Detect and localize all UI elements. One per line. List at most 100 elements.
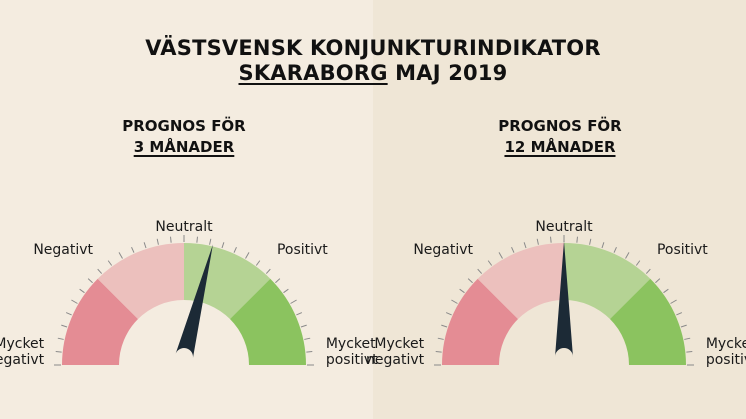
- gauge-12m-tick-1: [435, 351, 442, 353]
- gauge-3m-label-1: Negativt: [33, 242, 93, 258]
- gauge-12m-subtitle-line1: PROGNOS FÖR: [498, 117, 622, 135]
- gauge-12m-tick-17: [589, 238, 592, 245]
- gauge-12m-tick-23: [655, 278, 661, 284]
- gauge-12m-subtitle: PROGNOS FÖR 12 MÅNADER: [430, 116, 690, 158]
- gauge-3m-tick-10: [118, 252, 123, 259]
- gauge-3m-label-3: Mycket positivt: [326, 336, 378, 368]
- gauge-12m-label-0: Mycket negativt: [366, 336, 425, 368]
- gauge-3m-center-label: Neutralt: [155, 219, 213, 235]
- gauge-3m-subtitle-line1: PROGNOS FÖR: [122, 117, 246, 135]
- gauge-12m-tick-16: [576, 236, 578, 243]
- gauge-3m-tick-26: [296, 312, 303, 316]
- gauge-3m-tick-17: [209, 238, 212, 245]
- gauge-3m-subtitle-line2: 3 MÅNADER: [133, 138, 235, 156]
- gauge-3m-tick-25: [290, 299, 297, 304]
- gauge-12m-tick-5: [451, 299, 458, 304]
- gauge-3m-tick-24: [283, 288, 289, 294]
- page-title: VÄSTSVENSK KONJUNKTURINDIKATOR: [145, 36, 601, 60]
- gauge-12m-label-3-line1: Mycket: [706, 336, 746, 352]
- gauge-3m-tick-22: [265, 268, 271, 274]
- gauge-12m-tick-3: [441, 324, 448, 328]
- gauge-12m-tick-29: [686, 351, 693, 353]
- gauge-3m-tick-7: [87, 278, 93, 284]
- gauge-12m-segment-2: [564, 243, 651, 320]
- gauge-3m-tick-16: [196, 236, 198, 243]
- report-period: MAJ 2019: [387, 61, 508, 85]
- gauge-3m-subtitle: PROGNOS FÖR 3 MÅNADER: [54, 116, 314, 158]
- gauge-12m-tick-18: [601, 242, 605, 249]
- gauge-3m-tick-3: [61, 324, 68, 328]
- gauge-12m-label-2-line1: Positivt: [657, 242, 708, 258]
- gauge-3m-tick-9: [107, 260, 113, 266]
- gauge-12m-tick-27: [680, 324, 687, 328]
- gauge-3m-label-2-line1: Positivt: [277, 242, 328, 258]
- gauge-12m-tick-10: [498, 252, 503, 259]
- gauge-12m-tick-22: [645, 268, 651, 274]
- gauge-12m-tick-14: [550, 236, 552, 243]
- gauge-12m-segment-1: [477, 242, 564, 320]
- gauge-12m-tick-13: [536, 238, 539, 245]
- left-panel: [0, 0, 373, 419]
- gauge-3m-tick-1: [55, 351, 62, 353]
- gauge-12m-tick-9: [487, 260, 493, 266]
- gauge-3m-tick-14: [170, 236, 172, 243]
- gauge-3m-tick-6: [79, 288, 85, 294]
- gauge-12m-tick-20: [625, 252, 630, 259]
- gauge-12m-label-1: Negativt: [413, 242, 473, 258]
- gauge-3m-tick-2: [57, 337, 64, 340]
- gauge-3m-label-1-line1: Negativt: [33, 242, 93, 258]
- gauge-3m-label-3-line1: Mycket: [326, 336, 376, 352]
- gauge-12m-label-2: Positivt: [657, 242, 708, 258]
- gauge-3m-tick-27: [300, 324, 307, 328]
- gauge-12m-tick-7: [467, 278, 473, 284]
- gauge-12m-tick-12: [523, 242, 527, 249]
- gauge-3m-tick-20: [245, 252, 250, 259]
- gauge-3m-needle: [175, 244, 213, 360]
- gauge-12m-tick-8: [477, 268, 483, 274]
- gauge-12m-tick-11: [511, 246, 515, 253]
- region-name: SKARABORG: [238, 61, 388, 85]
- gauge-3m-tick-18: [221, 242, 225, 249]
- gauge-3m-segment-1: [97, 242, 184, 320]
- gauge-3m-tick-4: [65, 312, 72, 316]
- gauge-12m-tick-4: [445, 312, 452, 316]
- page-subtitle: SKARABORG MAJ 2019: [0, 60, 746, 86]
- gauge-12m-tick-28: [684, 337, 691, 340]
- gauge-12m-tick-25: [670, 299, 677, 304]
- gauge-12m-tick-19: [613, 246, 617, 253]
- gauge-12m-label-3-line2: positivt: [706, 352, 746, 368]
- gauge-3m-label-0-line1: Mycket: [0, 336, 45, 352]
- gauge-12m-tick-2: [437, 337, 444, 340]
- gauge-3m-tick-12: [143, 242, 147, 249]
- gauge-3m-tick-23: [275, 278, 281, 284]
- gauge-12m-tick-24: [663, 288, 669, 294]
- gauge-3m-label-2: Positivt: [277, 242, 328, 258]
- gauge-3m-tick-5: [71, 299, 78, 304]
- gauge-12m-tick-26: [676, 312, 683, 316]
- gauge-3m-label-0-line2: negativt: [0, 352, 45, 368]
- gauge-12m-segment-0: [442, 278, 519, 365]
- gauge-12m-needle: [555, 241, 573, 357]
- gauge-3m-tick-11: [131, 246, 135, 253]
- gauge-12m-subtitle-line2: 12 MÅNADER: [504, 138, 616, 156]
- gauge-3m-tick-13: [156, 238, 159, 245]
- gauge-3m-tick-8: [97, 268, 103, 274]
- gauge-12m-label-0-line2: negativt: [366, 352, 425, 368]
- gauge-12m-tick-21: [635, 260, 641, 266]
- gauge-12m-segment-3: [609, 278, 686, 365]
- gauge-3m-segment-0: [62, 278, 139, 365]
- gauge-12m-tick-6: [459, 288, 465, 294]
- gauge-3m-tick-21: [255, 260, 261, 266]
- gauge-3m-segment-2: [184, 243, 271, 320]
- gauge-12m-center-label: Neutralt: [535, 219, 593, 235]
- gauge-3m-label-3-line2: positivt: [326, 352, 378, 368]
- gauge-3m-tick-19: [233, 246, 237, 253]
- gauge-3m-segment-3: [229, 278, 306, 365]
- gauge-3m-tick-28: [304, 337, 311, 340]
- gauge-12m-label-1-line1: Negativt: [413, 242, 473, 258]
- gauge-3m-tick-29: [306, 351, 313, 353]
- gauge-12m-label-0-line1: Mycket: [374, 336, 424, 352]
